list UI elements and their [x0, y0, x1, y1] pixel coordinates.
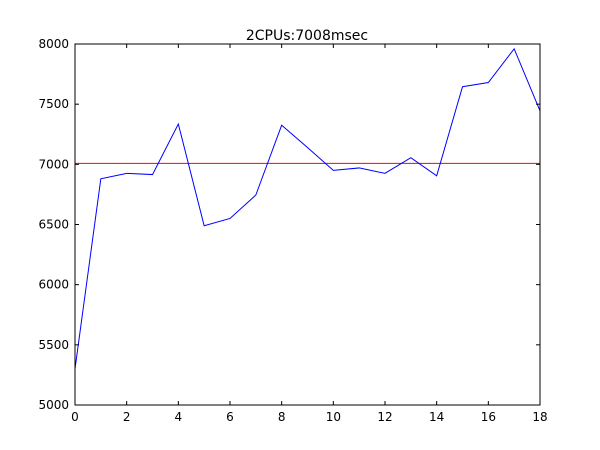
x-tick-label: 10 [326, 410, 341, 424]
y-tick-label: 7500 [38, 97, 69, 111]
axis-ticks: 0 2 4 6 8 10 12 14 16 18 5000 5500 6000 6500 7000 7500 8… [38, 37, 547, 424]
series-line-0 [74, 47, 541, 369]
x-tick-label: 4 [175, 410, 183, 424]
x-tick-label: 6 [226, 410, 234, 424]
x-tick-label: 16 [481, 410, 496, 424]
y-tick-label: 5000 [38, 398, 69, 412]
x-tick-label: 8 [278, 410, 286, 424]
x-tick-label: 14 [429, 410, 444, 424]
plot-area [74, 47, 541, 369]
y-tick-label: 6000 [38, 278, 69, 292]
y-tick-label: 7000 [38, 157, 69, 171]
x-tick-label: 0 [71, 410, 79, 424]
y-tick-label: 6500 [38, 218, 69, 232]
x-tick-label: 12 [377, 410, 392, 424]
chart-title: 2CPUs:7008msec [246, 28, 368, 44]
x-tick-label: 2 [123, 410, 131, 424]
y-tick-label: 5500 [38, 338, 69, 352]
axes-frame [74, 43, 541, 406]
y-tick-label: 8000 [38, 37, 69, 51]
x-tick-label: 18 [532, 410, 547, 424]
